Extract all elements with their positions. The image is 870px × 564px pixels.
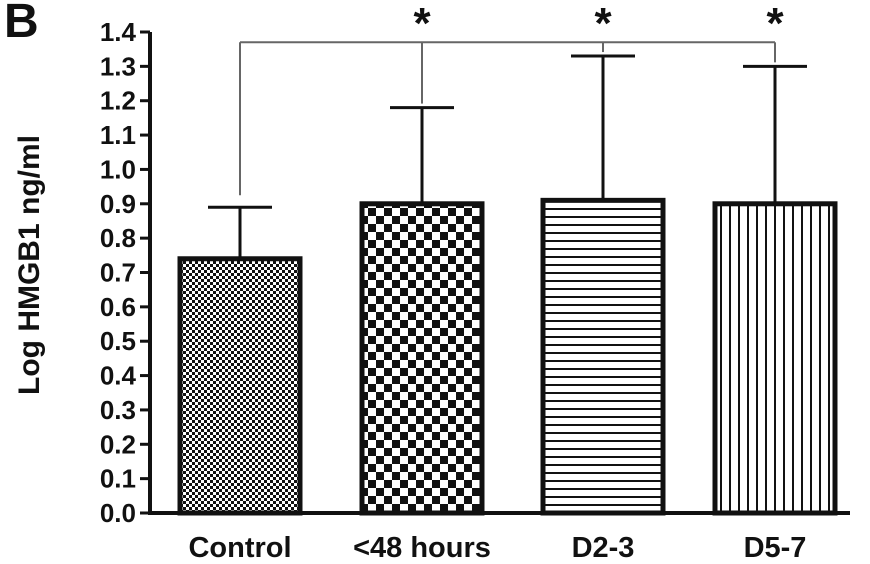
y-tick-label: 0.4: [100, 361, 137, 391]
bar-d2-3: [540, 197, 666, 516]
y-tick-label: 1.2: [100, 86, 136, 116]
x-tick-label: D2-3: [572, 532, 635, 564]
y-tick-label: 1.3: [100, 51, 136, 81]
y-tick-label: 0.7: [100, 258, 136, 288]
y-tick-label: 0.3: [100, 395, 136, 425]
significance-star: *: [594, 0, 612, 48]
y-tick-label: 1.4: [100, 17, 137, 47]
y-tick-label: 0.0: [100, 498, 136, 528]
y-tick-label: 0.5: [100, 326, 136, 356]
panel-letter: B: [4, 0, 39, 48]
significance-star: *: [413, 0, 431, 48]
bar-d5-7: [712, 201, 838, 516]
y-tick-label: 0.1: [100, 464, 136, 494]
bar-48-hours: [359, 201, 485, 516]
y-tick-label: 0.6: [100, 292, 136, 322]
y-tick-label: 0.8: [100, 223, 136, 253]
y-tick-label: 1.1: [100, 120, 136, 150]
y-tick-label: 0.2: [100, 429, 136, 459]
x-tick-label: D5-7: [744, 532, 807, 564]
bar-control: [177, 256, 303, 516]
x-tick-label: Control: [188, 532, 291, 564]
significance-star: *: [766, 0, 784, 48]
x-tick-label: <48 hours: [353, 532, 491, 564]
y-tick-label: 0.9: [100, 189, 136, 219]
y-tick-label: 1.0: [100, 154, 136, 184]
